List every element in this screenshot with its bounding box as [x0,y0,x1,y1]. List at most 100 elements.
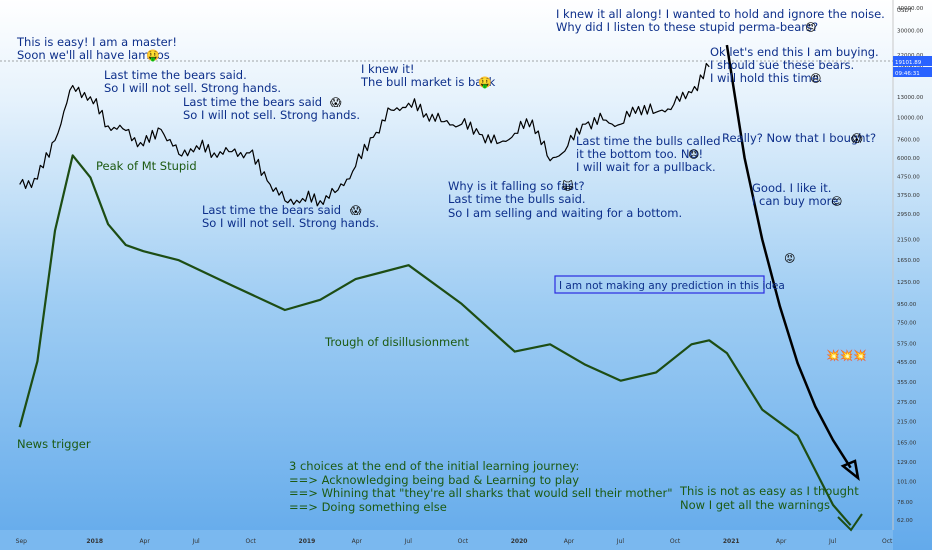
price-tick-label: 2150.00 [897,237,920,243]
price-tick-label: 1650.00 [897,258,920,264]
price-tick-label: 13000.00 [897,95,924,101]
annotation-line: I knew it all along! I wanted to hold an… [556,7,885,21]
price-axis[interactable]: 40000.0030000.0022000.0019000.0013000.00… [897,6,924,524]
annotation-line: I should sue these bears. [710,58,854,72]
price-tick-label: 950.00 [897,302,917,308]
price-tick-label: 10000.00 [897,116,924,122]
time-tick-label: Sep [16,538,28,545]
price-tick-label: 30000.00 [897,29,924,35]
price-tick-label: 62.00 [897,518,913,524]
choices-note: 3 choices at the end of the initial lear… [289,459,673,514]
time-tick-label: Oct [458,538,469,545]
annotation-buying: Ok let's end this I am buying. I should … [710,45,879,85]
price-tick-label: 101.00 [897,479,917,485]
annotation-falling: Why is it falling so fast? Last time the… [448,179,682,220]
explosion-emojis: 💥💥💥 [826,349,867,362]
screaming-face-emoji: 😱 [350,204,362,217]
annotation-line: Soon we'll all have lambos [17,48,170,62]
angry-face-emoji: 😠 [810,72,821,85]
time-tick-label: Apr [139,538,150,545]
price-tick-label: 129.00 [897,460,917,466]
hype-cycle-curve [18,154,852,526]
price-tick-label: 78.00 [897,500,913,506]
money-face-emoji: 🤑 [146,49,160,62]
time-tick-label: 2020 [511,538,528,545]
annotation-bulls-called: Last time the bulls called it the bottom… [576,134,721,174]
time-tick-label: 2019 [299,538,316,545]
annotation-line: So I will not sell. Strong hands. [104,81,281,95]
green-arrow-head [837,513,863,532]
price-tick-label: 165.00 [897,440,917,446]
price-tick-label: 7600.00 [897,137,920,143]
pouting-face-emoji: 😡 [784,252,795,265]
annotation-line: So I will not sell. Strong hands. [202,216,379,230]
warnings-note: This is not as easy as I thought Now I g… [679,484,859,512]
disclaimer-text: I am not making any prediction in this i… [559,280,785,292]
countdown-value: 09:46:31 [895,71,920,77]
price-tick-label: 455.00 [897,360,917,366]
projected-drop-arrow [725,44,852,469]
annotation-line: The bull market is back [360,75,496,89]
last-price-tag [893,56,932,66]
currency-label: USDT [897,8,913,14]
choices-line: ==> Whining that "they're all sharks tha… [289,486,673,500]
annotation-bears-3: Last time the bears said So I will not s… [202,203,379,230]
price-tick-label: 575.00 [897,342,917,348]
time-tick-label: Apr [776,538,787,545]
time-tick-label: Oct [882,538,893,545]
time-tick-label: Jul [191,538,200,545]
time-tick-label: Jul [616,538,625,545]
trough-label: Trough of disillusionment [324,335,470,349]
price-tick-label: 355.00 [897,380,917,386]
choices-line: ==> Acknowledging being bad & Learning t… [289,473,579,487]
annotation-line: I can buy more. [752,194,842,208]
annotation-good: Good. I like it. I can buy more. 😊 [752,181,842,208]
choices-line: ==> Doing something else [289,500,447,514]
annotation-line: Last time the bulls said. [448,192,586,206]
time-tick-label: Oct [246,538,257,545]
annotation-line: Ok let's end this I am buying. [710,45,879,59]
time-tick-label: Jul [404,538,413,545]
annotation-line: Really? Now that I bought? [722,131,876,145]
annotation-line: So I am selling and waiting for a bottom… [448,206,682,220]
smiling-face-emoji: 😊 [831,195,842,208]
news-trigger-label: News trigger [17,437,91,451]
time-tick-label: 2018 [86,538,103,545]
time-tick-label: Apr [564,538,575,545]
annotation-line: So I will not sell. Strong hands. [183,108,360,122]
series-layer [18,44,852,526]
time-axis[interactable]: Sep 2018 Apr Jul Oct 2019 Apr Jul Oct 2020 Apr Jul O… [16,538,893,545]
annotation-line: Last time the bears said [183,95,322,109]
warnings-line: Now I get all the warnings [680,498,830,512]
weary-cat-emoji: 🙀 [562,180,574,193]
annotation-line: I will wait for a pullback. [576,160,716,174]
warnings-line: This is not as easy as I thought [679,484,859,498]
down-arrow-head [840,459,860,482]
time-axis-band [0,530,893,550]
prediction-disclaimer-box: I am not making any prediction in this i… [554,275,785,294]
price-tick-label: 1250.00 [897,280,920,286]
annotation-line: This is easy! I am a master! [16,35,177,49]
annotation-bears-1: Last time the bears said. So I will not … [104,68,281,95]
price-tick-label: 3750.00 [897,193,920,199]
disclaimer-border [554,275,765,294]
annotation-line: Last time the bears said [202,203,341,217]
annotation-bull: I knew it! The bull market is back 🤑 [360,62,496,89]
annotation-line: it the bottom too. NO! [576,147,703,161]
peak-label: Peak of Mt Stupid [96,159,197,173]
time-tick-label: 2021 [723,538,740,545]
screaming-face-emoji: 😱 [330,96,342,109]
time-tick-label: Apr [352,538,363,545]
annotation-really: Really? Now that I bought? 😱 [722,131,876,145]
annotation-line: Last time the bears said. [104,68,247,82]
annotation-knew: I knew it all along! I wanted to hold an… [556,7,885,34]
price-line [19,62,710,207]
annotation-line: I knew it! [361,62,414,76]
screaming-face-emoji: 😱 [851,132,863,145]
angry-face-emoji: 😠 [688,148,699,161]
countdown-tag [893,67,932,77]
price-tick-label: 4750.00 [897,175,920,181]
annotation-line: Why did I listen to these stupid perma-b… [556,20,818,34]
